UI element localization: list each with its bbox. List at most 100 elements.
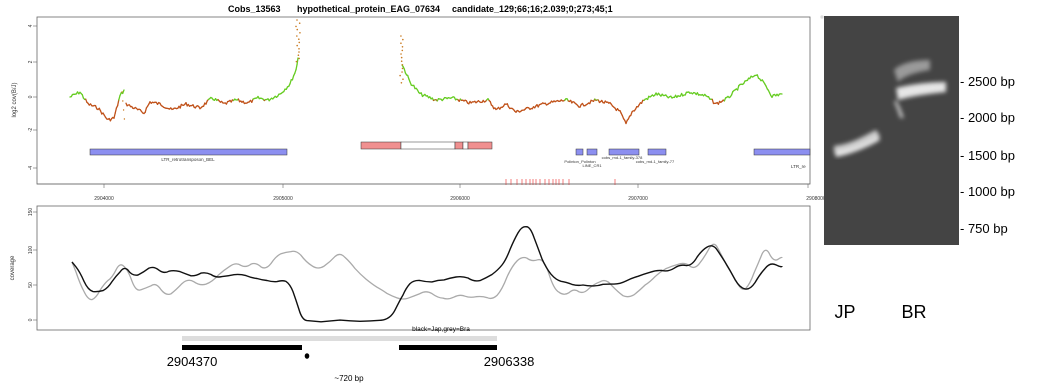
ratio-outlier bbox=[402, 38, 404, 41]
coverage-y-label: coverage bbox=[10, 255, 16, 280]
gel-background bbox=[824, 16, 959, 245]
gel-ladder-label: - 1000 bp bbox=[960, 184, 1015, 199]
jap-right-segment bbox=[399, 345, 497, 350]
ratio-y-tick-label: 4 bbox=[28, 24, 34, 27]
repeat-ltr-right bbox=[753, 148, 811, 156]
deletion-marker bbox=[304, 353, 310, 359]
coverage-panel: coverage 0 50 100 150 bbox=[10, 205, 811, 331]
deletion-right-coord: 2906338 bbox=[484, 354, 535, 369]
ratio-outlier bbox=[401, 71, 403, 73]
coverage-line-jap bbox=[71, 226, 783, 323]
ratio-outlier bbox=[400, 42, 402, 44]
repeat-family-77-label: cobs_rnd-1_family-77 bbox=[636, 159, 675, 164]
genomic-axis: 2904000 2905000 2906000 2907000 2908000 bbox=[37, 183, 826, 202]
gene-intron-1 bbox=[400, 141, 456, 150]
coverage-y-axis: 0 50 100 150 bbox=[28, 208, 37, 321]
ratio-y-axis: 4 2 0 -2 -4 bbox=[28, 24, 37, 170]
deletion-size-label: ~720 bp bbox=[334, 374, 364, 383]
coverage-y-tick-label: 0 bbox=[28, 318, 34, 321]
ratio-outlier bbox=[122, 109, 125, 111]
ratio-outlier bbox=[299, 32, 301, 34]
ratio-outlier bbox=[296, 28, 299, 31]
repeat-ltr-bel bbox=[89, 148, 288, 156]
ratio-outlier bbox=[400, 56, 403, 59]
ratio-y-tick-label: 0 bbox=[28, 95, 34, 98]
repeat-polinton-label: Polinton_Polinton bbox=[564, 159, 595, 164]
gene-exon-1 bbox=[360, 141, 402, 150]
genomic-tick-label: 2905000 bbox=[273, 196, 293, 202]
coverage-y-tick-label: 100 bbox=[28, 246, 34, 255]
title-protein: hypothetical_protein_EAG_07634 bbox=[297, 4, 440, 14]
deletion-left-coord: 2904370 bbox=[167, 354, 218, 369]
ratio-outlier bbox=[402, 78, 404, 80]
ratio-outlier bbox=[298, 22, 301, 25]
ratio-outlier bbox=[122, 100, 124, 102]
gene-exon-2 bbox=[454, 141, 464, 150]
genomic-tick-label: 2906000 bbox=[450, 196, 470, 202]
ratio-outlier bbox=[297, 54, 300, 56]
ratio-outlier bbox=[295, 25, 297, 28]
ratio-y-tick-label: -2 bbox=[28, 128, 34, 133]
ratio-outlier bbox=[401, 64, 404, 66]
ratio-outlier bbox=[400, 35, 402, 37]
ratio-outlier bbox=[296, 19, 298, 21]
ratio-outlier bbox=[123, 118, 126, 120]
ratio-y-tick-label: -4 bbox=[28, 166, 34, 171]
ratio-outlier bbox=[298, 51, 300, 53]
gel-ladder-label: - 2500 bp bbox=[960, 74, 1015, 89]
ratio-outlier bbox=[401, 67, 404, 70]
ratio-outlier bbox=[295, 60, 298, 63]
gel-band-jp bbox=[834, 130, 880, 157]
repeat-ltr-bel-label: LTR_retrotransposon_BEL bbox=[161, 157, 215, 162]
coverage-y-tick-label: 50 bbox=[28, 282, 34, 288]
deletion-schematic: black=Jap,grey=Bra 2904370 2906338 ~720 … bbox=[167, 326, 535, 383]
repeat-family-77 bbox=[647, 148, 667, 156]
genomic-tick-label: 2904000 bbox=[94, 196, 114, 202]
ratio-outlier bbox=[298, 57, 300, 60]
ratio-outlier bbox=[296, 44, 298, 47]
ratio-outlier bbox=[399, 74, 401, 77]
gel-lane-jp: JP bbox=[834, 302, 855, 322]
title-candidate: candidate_129;66;16;2.039;0;273;45;1 bbox=[452, 4, 613, 14]
repeat-family-378-label: cobs_rnd-1_family-378 bbox=[602, 155, 643, 160]
ratio-y-tick-label: 2 bbox=[28, 60, 34, 63]
title-contig: Cobs_13563 bbox=[228, 4, 281, 14]
repeat-line-cr1-label: LINE_CR1 bbox=[582, 163, 602, 168]
repeat-family-378 bbox=[608, 148, 640, 156]
ratio-y-label: log2 cov(B/J) bbox=[12, 82, 18, 117]
ratio-outlier bbox=[400, 53, 402, 55]
coverage-traces bbox=[71, 226, 783, 323]
ratio-outlier bbox=[296, 35, 298, 37]
gel-ladder: - 2500 bp - 2000 bp - 1500 bp - 1000 bp - 75… bbox=[960, 74, 1015, 236]
repeat-ltr-right-label: LTR_re bbox=[791, 164, 806, 169]
ratio-outlier bbox=[298, 41, 301, 44]
jap-left-segment bbox=[182, 345, 302, 350]
repeat-polinton bbox=[575, 148, 584, 156]
genomic-tick-label: 2908000 bbox=[806, 196, 826, 202]
ratio-outlier bbox=[401, 49, 404, 52]
ratio-panel-frame bbox=[36, 16, 811, 185]
gene-intron-2 bbox=[462, 141, 469, 150]
gel-lane-br: BR bbox=[901, 302, 926, 322]
coverage-y-tick-label: 150 bbox=[28, 208, 34, 217]
gene-exon-3 bbox=[467, 141, 493, 150]
genomic-tick-label: 2907000 bbox=[628, 196, 648, 202]
bra-region-bar bbox=[182, 336, 497, 341]
feature-track: LTR_retrotransposon_BEL Polinton_Polinto… bbox=[89, 141, 811, 169]
gel-ladder-label: - 2000 bp bbox=[960, 110, 1015, 125]
ratio-outlier bbox=[401, 46, 404, 48]
ratio-panel: log2 cov(B/J) 4 2 0 -2 -4 LTR_retrotransposo… bbox=[12, 16, 811, 185]
figure-title: Cobs_13563 hypothetical_protein_EAG_0763… bbox=[228, 4, 613, 14]
ratio-outlier bbox=[298, 38, 300, 40]
coverage-legend: black=Jap,grey=Bra bbox=[412, 326, 470, 333]
repeat-line-cr1 bbox=[586, 148, 598, 156]
gel-band-br bbox=[894, 60, 946, 118]
ratio-trace bbox=[69, 19, 783, 125]
gel-image: - 2500 bp - 2000 bp - 1500 bp - 1000 bp - 75… bbox=[820, 15, 1015, 322]
ratio-outlier bbox=[400, 82, 403, 84]
ratio-outlier bbox=[400, 60, 403, 62]
coverage-line-bra bbox=[71, 243, 783, 301]
gel-ladder-label: - 1500 bp bbox=[960, 148, 1015, 163]
gel-ladder-label: - 750 bp bbox=[960, 221, 1008, 236]
